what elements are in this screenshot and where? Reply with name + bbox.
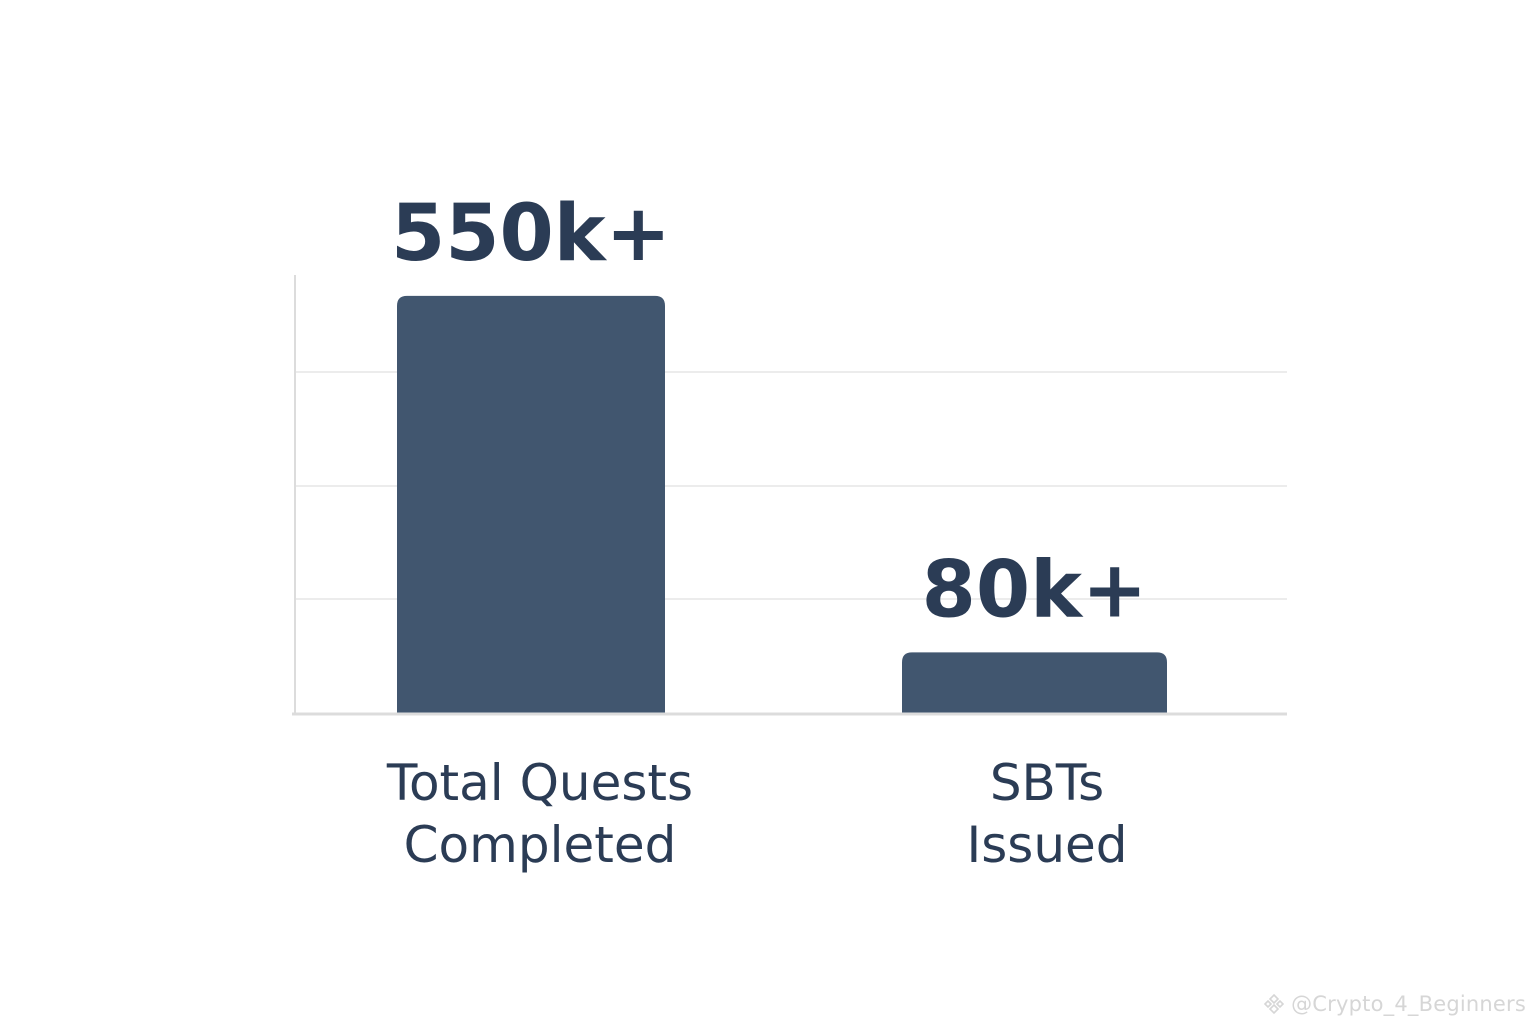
category-label-1-line-2: Completed (404, 816, 677, 874)
data-label-2: 80k+ (922, 545, 1148, 635)
watermark-text: @Crypto_4_Beginners (1291, 992, 1526, 1016)
bar-1 (397, 295, 665, 713)
bar-2 (902, 652, 1167, 713)
category-label-2-line-2: Issued (966, 816, 1127, 874)
category-label-2-line-1: SBTs (990, 754, 1104, 812)
watermark: @Crypto_4_Beginners (1263, 992, 1526, 1016)
category-label-1-line-1: Total Quests (386, 754, 693, 812)
binance-logo-icon (1263, 993, 1285, 1015)
data-label-1: 550k+ (391, 189, 671, 279)
